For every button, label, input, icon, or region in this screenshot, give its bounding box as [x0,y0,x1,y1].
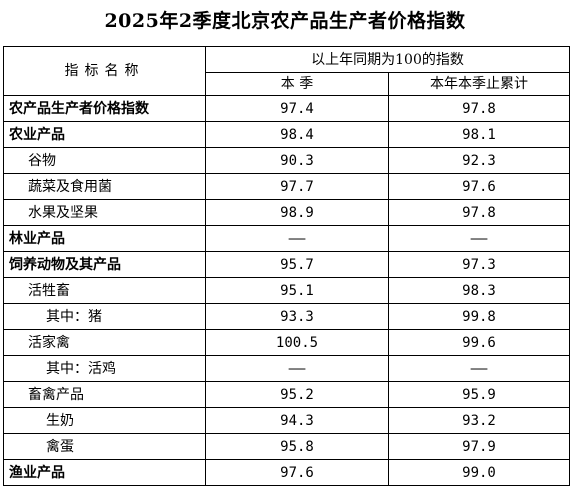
table-row: 饲养动物及其产品 95.7 97.3 [3,251,570,278]
indicator-name-cell: 其中：猪 [3,303,206,330]
cumulative-value-cell: 99.6 [387,329,570,356]
quarter-value-cell: 97.4 [205,95,389,122]
quarter-value-cell: 100.5 [205,329,389,356]
quarter-value-cell: 95.1 [205,277,389,304]
table-row: 农产品生产者价格指数 97.4 97.8 [3,95,570,122]
cumulative-value-cell: 97.9 [387,433,570,460]
quarter-value-cell: —— [205,355,389,382]
quarter-value-cell: 95.8 [205,433,389,460]
table-row: 禽蛋 95.8 97.9 [3,433,570,460]
indicator-name-cell: 生奶 [3,407,206,434]
cumulative-value-cell: 97.6 [387,173,570,200]
table-row: 渔业产品 97.6 99.0 [3,459,570,486]
page-title: 2025年2季度北京农产品生产者价格指数 [104,10,466,32]
indicator-name-cell: 活家禽 [3,329,206,356]
quarter-value-cell: 93.3 [205,303,389,330]
indicator-name-cell: 禽蛋 [3,433,206,460]
table-row: 农业产品 98.4 98.1 [3,121,570,148]
table-row: 生奶 94.3 93.2 [3,407,570,434]
indicator-name-cell: 蔬菜及食用菌 [3,173,206,200]
table-row: 其中：猪 93.3 99.8 [3,303,570,330]
cumulative-value-cell: —— [387,225,570,252]
cumulative-column-header: 本年本季止累计 [387,72,570,96]
table-row: 谷物 90.3 92.3 [3,147,570,174]
indicator-name-cell: 渔业产品 [3,459,206,486]
cumulative-value-cell: —— [387,355,570,382]
indicator-name-cell: 农业产品 [3,121,206,148]
group-header: 以上年同期为100的指数 [204,46,570,73]
cumulative-value-cell: 98.1 [387,121,570,148]
indicator-name-cell: 畜禽产品 [3,381,206,408]
quarter-value-cell: —— [205,225,389,252]
quarter-value-cell: 98.4 [205,121,389,148]
cumulative-value-cell: 95.9 [387,381,570,408]
quarter-value-cell: 97.7 [205,173,389,200]
table-row: 畜禽产品 95.2 95.9 [3,381,570,408]
table-body: 农产品生产者价格指数 97.4 97.8 农业产品 98.4 98.1 谷物 90.3 92.3… [3,95,570,486]
cumulative-value-cell: 93.2 [387,407,570,434]
indicator-name-cell: 林业产品 [3,225,206,252]
indicator-name-cell: 谷物 [3,147,206,174]
price-index-table: 指标名称 以上年同期为100的指数 本 季 本年本季止累计 农产品生产者价格指数… [3,46,570,486]
cumulative-value-cell: 97.8 [387,95,570,122]
indicator-name-cell: 活牲畜 [3,277,206,304]
quarter-value-cell: 97.6 [205,459,389,486]
quarter-column-header: 本 季 [205,72,389,96]
table-row: 蔬菜及食用菌 97.7 97.6 [3,173,570,200]
cumulative-value-cell: 97.8 [387,199,570,226]
indicator-name-cell: 饲养动物及其产品 [3,251,206,278]
quarter-value-cell: 95.2 [205,381,389,408]
cumulative-value-cell: 99.0 [387,459,570,486]
header-row-columns: 本 季 本年本季止累计 [4,72,570,96]
indicator-name-cell: 农产品生产者价格指数 [3,95,206,122]
quarter-value-cell: 95.7 [205,251,389,278]
quarter-value-cell: 90.3 [205,147,389,174]
indicator-name-cell: 水果及坚果 [3,199,206,226]
table-row: 水果及坚果 98.9 97.8 [3,199,570,226]
indicator-name-header: 指标名称 [3,46,206,96]
header-row-group: 指标名称 以上年同期为100的指数 [3,46,570,96]
cumulative-value-cell: 99.8 [387,303,570,330]
quarter-value-cell: 98.9 [205,199,389,226]
quarter-value-cell: 94.3 [205,407,389,434]
table-row: 林业产品 —— —— [3,225,570,252]
cumulative-value-cell: 92.3 [387,147,570,174]
cumulative-value-cell: 97.3 [387,251,570,278]
table-row: 其中：活鸡 —— —— [3,355,570,382]
table-row: 活家禽 100.5 99.6 [3,329,570,356]
indicator-name-cell: 其中：活鸡 [3,355,206,382]
table-row: 活牲畜 95.1 98.3 [3,277,570,304]
cumulative-value-cell: 98.3 [387,277,570,304]
